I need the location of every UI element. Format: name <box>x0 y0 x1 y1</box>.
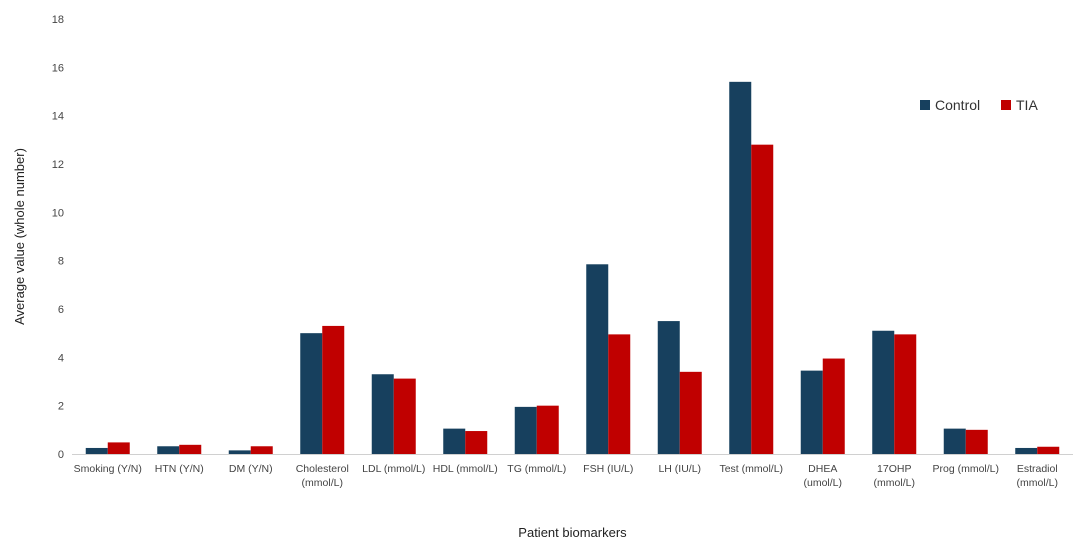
legend: Control TIA <box>920 97 1038 113</box>
bar-control <box>228 450 251 454</box>
x-axis-title: Patient biomarkers <box>518 525 627 540</box>
bar-control <box>586 264 609 454</box>
bar-control <box>657 321 680 454</box>
y-tick-label: 14 <box>52 111 64 123</box>
y-tick-label: 0 <box>58 449 64 461</box>
bar-tia <box>393 378 416 454</box>
x-tick-label: Test (mmol/L) <box>719 463 783 475</box>
bar-control <box>85 447 108 454</box>
bar-tia <box>1037 446 1060 454</box>
x-tick-label: DHEA (umol/L) <box>803 463 842 489</box>
bar-control <box>729 81 752 454</box>
x-tick-label: Smoking (Y/N) <box>74 463 142 475</box>
bar-control <box>157 446 180 454</box>
legend-label-control: Control <box>935 97 980 113</box>
bar-tia <box>250 446 273 454</box>
y-tick-label: 2 <box>58 401 64 413</box>
y-tick-label: 8 <box>58 256 64 268</box>
bar-control <box>872 330 895 454</box>
y-tick-label: 10 <box>52 207 64 219</box>
bar-tia <box>965 429 988 454</box>
bar-tia <box>608 334 631 454</box>
x-tick-label: FSH (IU/L) <box>583 463 633 475</box>
y-tick-label: 16 <box>52 62 64 74</box>
x-tick-label: DM (Y/N) <box>229 463 273 475</box>
bar-control <box>514 406 537 454</box>
x-tick-label: HTN (Y/N) <box>155 463 204 475</box>
bar-tia <box>822 358 845 454</box>
y-axis-ticks: 0 2 4 6 8 10 12 14 16 18 <box>52 14 64 461</box>
y-tick-label: 4 <box>58 352 64 364</box>
bar-control <box>443 428 466 454</box>
x-tick-label: HDL (mmol/L) <box>433 463 498 475</box>
y-tick-label: 18 <box>52 14 64 26</box>
legend-swatch-tia <box>1001 100 1011 110</box>
x-tick-label: LDL (mmol/L) <box>362 463 425 475</box>
x-tick-label: 17OHP (mmol/L) <box>874 463 915 489</box>
bar-control <box>800 370 823 454</box>
bar-tia <box>894 334 917 454</box>
bar-tia <box>322 325 345 454</box>
bar-tia <box>536 405 559 454</box>
bars <box>85 81 1060 454</box>
bar-tia <box>679 371 702 454</box>
bar-control <box>943 428 966 454</box>
bar-control <box>371 374 394 454</box>
x-axis-tick-labels: Smoking (Y/N) HTN (Y/N) DM (Y/N) Cholestero… <box>74 463 1058 489</box>
y-tick-label: 6 <box>58 304 64 316</box>
bar-control <box>1015 447 1038 454</box>
x-tick-label: Cholesterol (mmol/L) <box>296 463 349 489</box>
x-tick-label: Prog (mmol/L) <box>932 463 999 475</box>
bar-tia <box>751 144 774 454</box>
y-tick-label: 12 <box>52 159 64 171</box>
bar-control <box>300 333 323 454</box>
legend-swatch-control <box>920 100 930 110</box>
x-tick-label: TG (mmol/L) <box>507 463 566 475</box>
legend-label-tia: TIA <box>1016 97 1038 113</box>
bar-tia <box>465 431 488 454</box>
bar-tia <box>107 442 130 454</box>
bar-tia <box>179 444 202 454</box>
x-tick-label: Estradiol (mmol/L) <box>1017 463 1058 489</box>
y-axis-title: Average value (whole number) <box>12 148 27 325</box>
x-tick-label: LH (IU/L) <box>658 463 701 475</box>
